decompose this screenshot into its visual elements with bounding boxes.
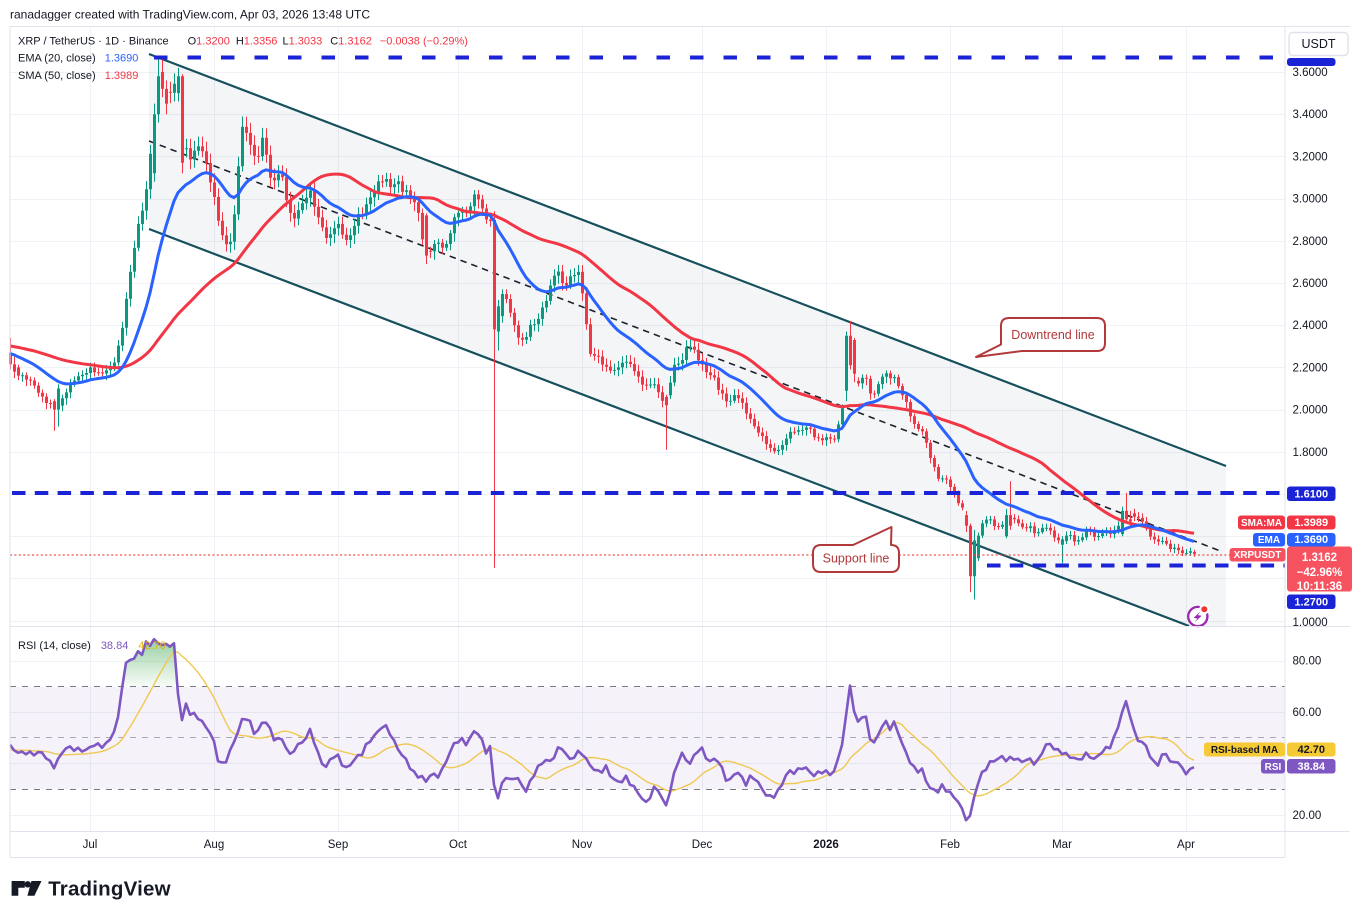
svg-text:42.70: 42.70 (1297, 744, 1325, 756)
svg-text:3.0000: 3.0000 (1293, 194, 1328, 206)
svg-text:RSI: RSI (1265, 762, 1282, 773)
svg-text:SMA (50, close) 1.3989: SMA (50, close) 1.3989 (18, 70, 138, 82)
svg-text:3.6000: 3.6000 (1293, 67, 1328, 79)
svg-text:SMA:MA: SMA:MA (1241, 518, 1282, 529)
svg-text:1.2700: 1.2700 (1294, 597, 1328, 609)
svg-text:20.00: 20.00 (1293, 810, 1322, 822)
svg-text:1.3162: 1.3162 (1302, 552, 1337, 564)
svg-text:Support line: Support line (823, 552, 890, 566)
svg-text:Feb: Feb (940, 839, 960, 851)
svg-text:3.4000: 3.4000 (1293, 109, 1328, 121)
svg-text:RSI-based MA: RSI-based MA (1211, 745, 1278, 756)
svg-text:−42.96%: −42.96% (1297, 567, 1343, 579)
svg-text:1.3989: 1.3989 (1294, 517, 1328, 529)
svg-text:EMA: EMA (1258, 535, 1280, 546)
svg-text:2.4000: 2.4000 (1293, 320, 1328, 332)
svg-text:1.6100: 1.6100 (1294, 489, 1328, 501)
svg-text:80.00: 80.00 (1293, 656, 1322, 668)
svg-text:TradingView: TradingView (48, 878, 171, 901)
svg-text:2.8000: 2.8000 (1293, 236, 1328, 248)
svg-text:Apr: Apr (1177, 839, 1195, 851)
svg-text:2.0000: 2.0000 (1293, 405, 1328, 417)
svg-text:USDT: USDT (1301, 37, 1335, 51)
svg-text:1.8000: 1.8000 (1293, 447, 1328, 459)
svg-text:XRPUSDT: XRPUSDT (1234, 550, 1282, 561)
svg-text:60.00: 60.00 (1293, 707, 1322, 719)
svg-text:1.3690: 1.3690 (1294, 534, 1328, 546)
svg-text:Jul: Jul (83, 839, 98, 851)
svg-text:Mar: Mar (1052, 839, 1072, 851)
svg-text:38.84: 38.84 (1297, 761, 1325, 773)
svg-text:Sep: Sep (328, 839, 348, 851)
svg-text:ranadagger created with Tradin: ranadagger created with TradingView.com,… (10, 8, 370, 22)
svg-text:3.2000: 3.2000 (1293, 151, 1328, 163)
svg-text:2.2000: 2.2000 (1293, 362, 1328, 374)
svg-text:2.6000: 2.6000 (1293, 278, 1328, 290)
svg-text:10:11:36: 10:11:36 (1297, 581, 1342, 593)
svg-text:Aug: Aug (204, 839, 224, 851)
svg-text:Nov: Nov (572, 839, 593, 851)
svg-text:EMA (20, close) 1.3690: EMA (20, close) 1.3690 (18, 53, 138, 65)
svg-text:1.0000: 1.0000 (1293, 617, 1328, 629)
svg-text:2026: 2026 (813, 839, 839, 851)
svg-text:Dec: Dec (692, 839, 713, 851)
svg-text:Oct: Oct (449, 839, 468, 851)
svg-text:Downtrend line: Downtrend line (1011, 328, 1094, 342)
